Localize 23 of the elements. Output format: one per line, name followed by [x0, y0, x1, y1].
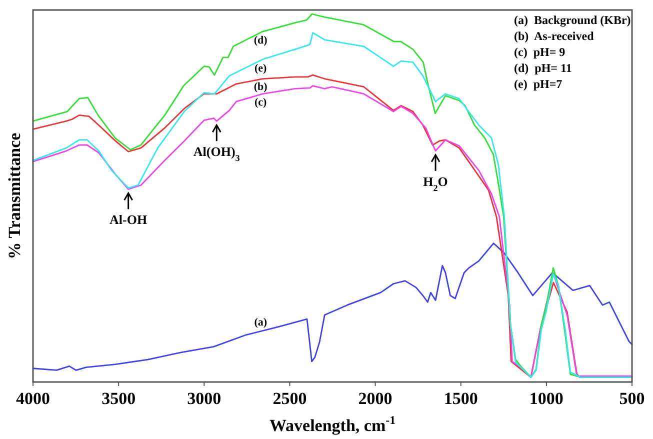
x-tick-label: 3000 [187, 389, 222, 408]
annotation: Al(OH)$_{3}$ [193, 144, 240, 164]
annotation: Al-OH [110, 212, 148, 228]
x-axis-title: Wavelength, cm$^{-1}$ [269, 413, 396, 435]
annotation: (a) Background (KBr) [514, 13, 631, 27]
x-tick-label: 500 [619, 389, 645, 408]
x-tick-label: 2500 [272, 389, 307, 408]
annotation: (e) pH=7 [514, 77, 562, 91]
series-label: (b) [254, 81, 268, 94]
x-tick-label: 2000 [358, 389, 392, 408]
y-axis-title: % Transmittance [5, 132, 24, 260]
x-tick-label: 4000 [16, 389, 50, 408]
series-label: (e) [254, 62, 268, 74]
series-label: (a) [254, 316, 268, 328]
x-tick-label: 1000 [529, 389, 564, 408]
annotation: (b) As-received [514, 29, 594, 43]
series-label: (d) [254, 34, 268, 47]
annotation: H$_{2}$O [423, 174, 448, 193]
annotation: (c) pH= 9 [514, 45, 566, 59]
x-tick-label: 3500 [102, 389, 136, 408]
series-label: (c) [254, 96, 268, 109]
annotation: (d) pH= 11 [514, 61, 572, 75]
x-tick-label: 1500 [444, 389, 478, 408]
